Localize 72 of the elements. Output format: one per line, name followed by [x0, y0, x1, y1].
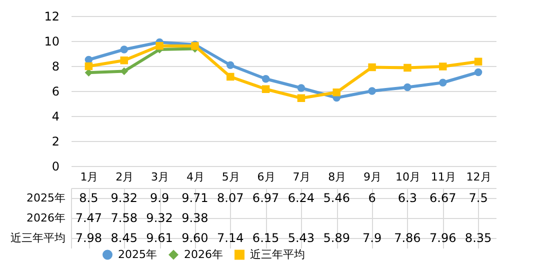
data-label: 8.45	[110, 231, 138, 245]
x-tick-label: 5月	[222, 170, 240, 184]
data-label: 6.97	[252, 191, 280, 205]
data-label: 9.32	[110, 191, 138, 205]
data-label: 9.60	[182, 231, 208, 245]
text: 近三年平均	[10, 232, 66, 244]
x-tick-label: 4月	[186, 170, 204, 184]
x-tick-label: 7月	[292, 170, 311, 184]
data-label: 6	[368, 191, 376, 205]
data-label: 9.71	[182, 191, 208, 205]
point	[262, 85, 270, 93]
x-tick-label: 6月	[257, 170, 276, 184]
point	[226, 61, 234, 69]
point	[439, 62, 447, 70]
point	[439, 78, 447, 86]
data-label: 7.98	[75, 231, 102, 245]
data-label: 7.47	[75, 211, 102, 225]
point	[120, 56, 128, 64]
point	[474, 58, 482, 66]
data-label: 7.96	[430, 231, 456, 245]
point	[120, 46, 128, 54]
point	[404, 64, 412, 72]
point	[84, 62, 93, 70]
text: 2025年	[26, 192, 66, 204]
data-label: 8.5	[79, 191, 98, 205]
data-label: 7.5	[468, 191, 488, 205]
point	[156, 42, 164, 50]
x-tick-label: 10月	[395, 170, 420, 184]
data-label: 9.32	[146, 211, 173, 225]
x-tick-label: 9月	[364, 170, 382, 184]
legend-label: 2025年	[118, 248, 157, 261]
data-label: 8.07	[217, 191, 244, 205]
data-label: 9.61	[146, 231, 173, 245]
x-tick-label: 12月	[466, 170, 492, 184]
point	[262, 75, 270, 83]
point	[297, 84, 306, 92]
data-label: 7.58	[110, 211, 138, 225]
point	[368, 87, 376, 95]
point	[404, 83, 412, 92]
y-tick-label: 10	[44, 34, 60, 48]
data-label: 9.38	[182, 211, 208, 225]
legend-label: 2026年	[184, 248, 223, 261]
data-label: 6.67	[430, 191, 456, 205]
x-tick-label: 3月	[151, 170, 170, 184]
data-label: 6.3	[398, 191, 418, 205]
y-tick-label: 6	[52, 84, 60, 98]
data-label: 7.14	[217, 231, 244, 245]
data-label: 5.43	[288, 231, 315, 245]
text: 2026年	[26, 212, 66, 224]
y-tick-label: 12	[44, 10, 60, 24]
data-label: 7.9	[362, 231, 382, 245]
y-tick-label: 8	[52, 60, 60, 74]
data-label: 9.9	[150, 191, 170, 205]
data-label: 8.35	[464, 231, 492, 245]
y-tick-label: 4	[52, 110, 60, 124]
x-tick-label: 1月	[80, 170, 98, 184]
point	[226, 72, 234, 81]
point	[332, 88, 340, 96]
y-tick-label: 2	[52, 134, 60, 148]
x-tick-label: 2月	[116, 170, 134, 184]
data-label: 6.24	[288, 191, 315, 205]
data-label: 6.15	[252, 231, 280, 245]
x-tick-label: 8月	[328, 170, 346, 184]
data-label: 5.46	[323, 191, 350, 205]
data-label: 7.86	[394, 231, 421, 245]
point	[297, 94, 306, 102]
x-tick-label: 11月	[430, 170, 456, 184]
point	[474, 68, 482, 76]
y-tick-label: 0	[52, 160, 60, 174]
data-label: 5.89	[323, 231, 350, 245]
legend-label: 近三年平均	[250, 248, 305, 261]
point	[368, 63, 376, 72]
